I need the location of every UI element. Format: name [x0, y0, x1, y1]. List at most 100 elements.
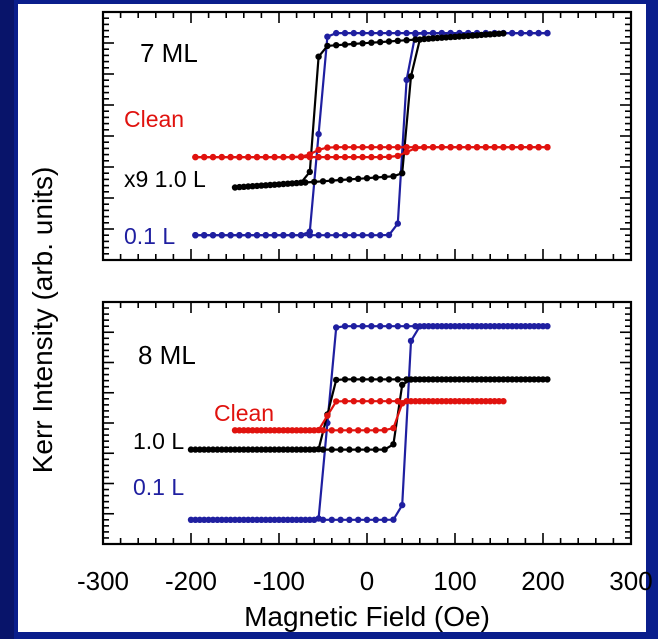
data-point: [350, 144, 357, 151]
data-point: [544, 376, 551, 383]
data-point: [306, 232, 313, 239]
data-point: [218, 516, 225, 523]
data-point: [280, 153, 287, 161]
data-point: [341, 29, 349, 37]
data-point: [377, 38, 384, 46]
data-point: [473, 398, 481, 405]
data-point: [421, 29, 428, 37]
data-point: [377, 153, 384, 161]
data-point: [390, 516, 397, 523]
data-point: [509, 29, 516, 37]
data-point: [223, 516, 230, 523]
data-point: [236, 446, 243, 453]
data-point: [438, 144, 445, 151]
data-point: [394, 37, 401, 44]
data-point: [214, 516, 221, 523]
data-point: [201, 232, 208, 239]
data-point: [201, 153, 208, 161]
data-point: [429, 144, 437, 151]
data-point: [377, 398, 384, 405]
data-point: [328, 427, 335, 434]
x-tick-label: 100: [433, 566, 476, 596]
bottom-legend-blue: 0.1 L: [133, 474, 184, 500]
data-point: [253, 153, 261, 161]
series-1: [231, 30, 507, 191]
data-point: [368, 153, 375, 161]
data-point: [333, 324, 340, 331]
data-point: [456, 398, 463, 405]
data-point: [482, 398, 489, 405]
data-point: [447, 323, 454, 330]
data-point: [280, 446, 287, 453]
data-point: [526, 144, 533, 151]
data-point: [293, 516, 300, 523]
data-point: [284, 427, 291, 434]
data-point: [231, 184, 239, 191]
data-point: [209, 516, 217, 523]
data-point: [359, 144, 366, 151]
data-point: [359, 323, 366, 330]
data-point: [271, 232, 278, 239]
data-point: [390, 441, 397, 448]
data-point: [495, 323, 503, 330]
data-point: [377, 376, 384, 383]
data-point: [302, 516, 309, 523]
data-point: [478, 376, 485, 383]
data-point: [394, 220, 401, 227]
bottom-legend-black: 1.0 L: [133, 428, 184, 454]
data-point: [385, 398, 393, 405]
x-tick-label: -200: [165, 566, 217, 596]
data-point: [544, 144, 551, 151]
data-point: [495, 398, 503, 405]
data-point: [355, 427, 362, 434]
data-point: [231, 446, 239, 453]
x-tick-label: 0: [360, 566, 374, 596]
top-axis-ticks: [102, 11, 632, 261]
data-point: [214, 446, 221, 453]
data-point: [346, 446, 353, 453]
data-point: [302, 446, 309, 453]
data-point: [473, 144, 481, 151]
bottom-series-group: [187, 323, 551, 523]
data-point: [249, 183, 256, 190]
series-2: [231, 398, 507, 434]
data-point: [341, 323, 349, 330]
data-point: [517, 376, 525, 383]
left-dark-strip: [0, 0, 14, 639]
data-point: [341, 376, 349, 383]
data-point: [438, 29, 445, 37]
data-point: [434, 323, 441, 330]
data-point: [385, 153, 393, 161]
data-point: [451, 33, 459, 40]
data-point: [368, 376, 375, 383]
x-tick-label: -300: [77, 566, 129, 596]
data-point: [429, 376, 437, 383]
data-point: [236, 153, 243, 161]
data-point: [350, 376, 357, 383]
data-point: [416, 36, 423, 43]
data-point: [403, 37, 410, 44]
data-point: [267, 446, 274, 453]
data-point: [306, 427, 313, 434]
data-point: [240, 427, 247, 434]
top-panel-label: 7 ML: [140, 38, 198, 68]
data-point: [196, 446, 203, 453]
data-point: [372, 446, 379, 453]
data-point: [443, 398, 450, 405]
data-point: [333, 153, 340, 161]
data-point: [434, 376, 441, 383]
data-point: [245, 153, 252, 161]
data-point: [205, 446, 212, 453]
data-point: [245, 446, 252, 453]
data-point: [487, 398, 494, 405]
data-point: [192, 446, 199, 453]
data-point: [394, 152, 401, 160]
data-point: [350, 29, 357, 37]
data-point: [275, 446, 283, 453]
data-point: [465, 144, 472, 151]
data-point: [249, 516, 256, 523]
data-point: [311, 178, 318, 186]
data-point: [416, 323, 423, 330]
data-point: [469, 376, 476, 383]
data-point: [429, 323, 437, 330]
